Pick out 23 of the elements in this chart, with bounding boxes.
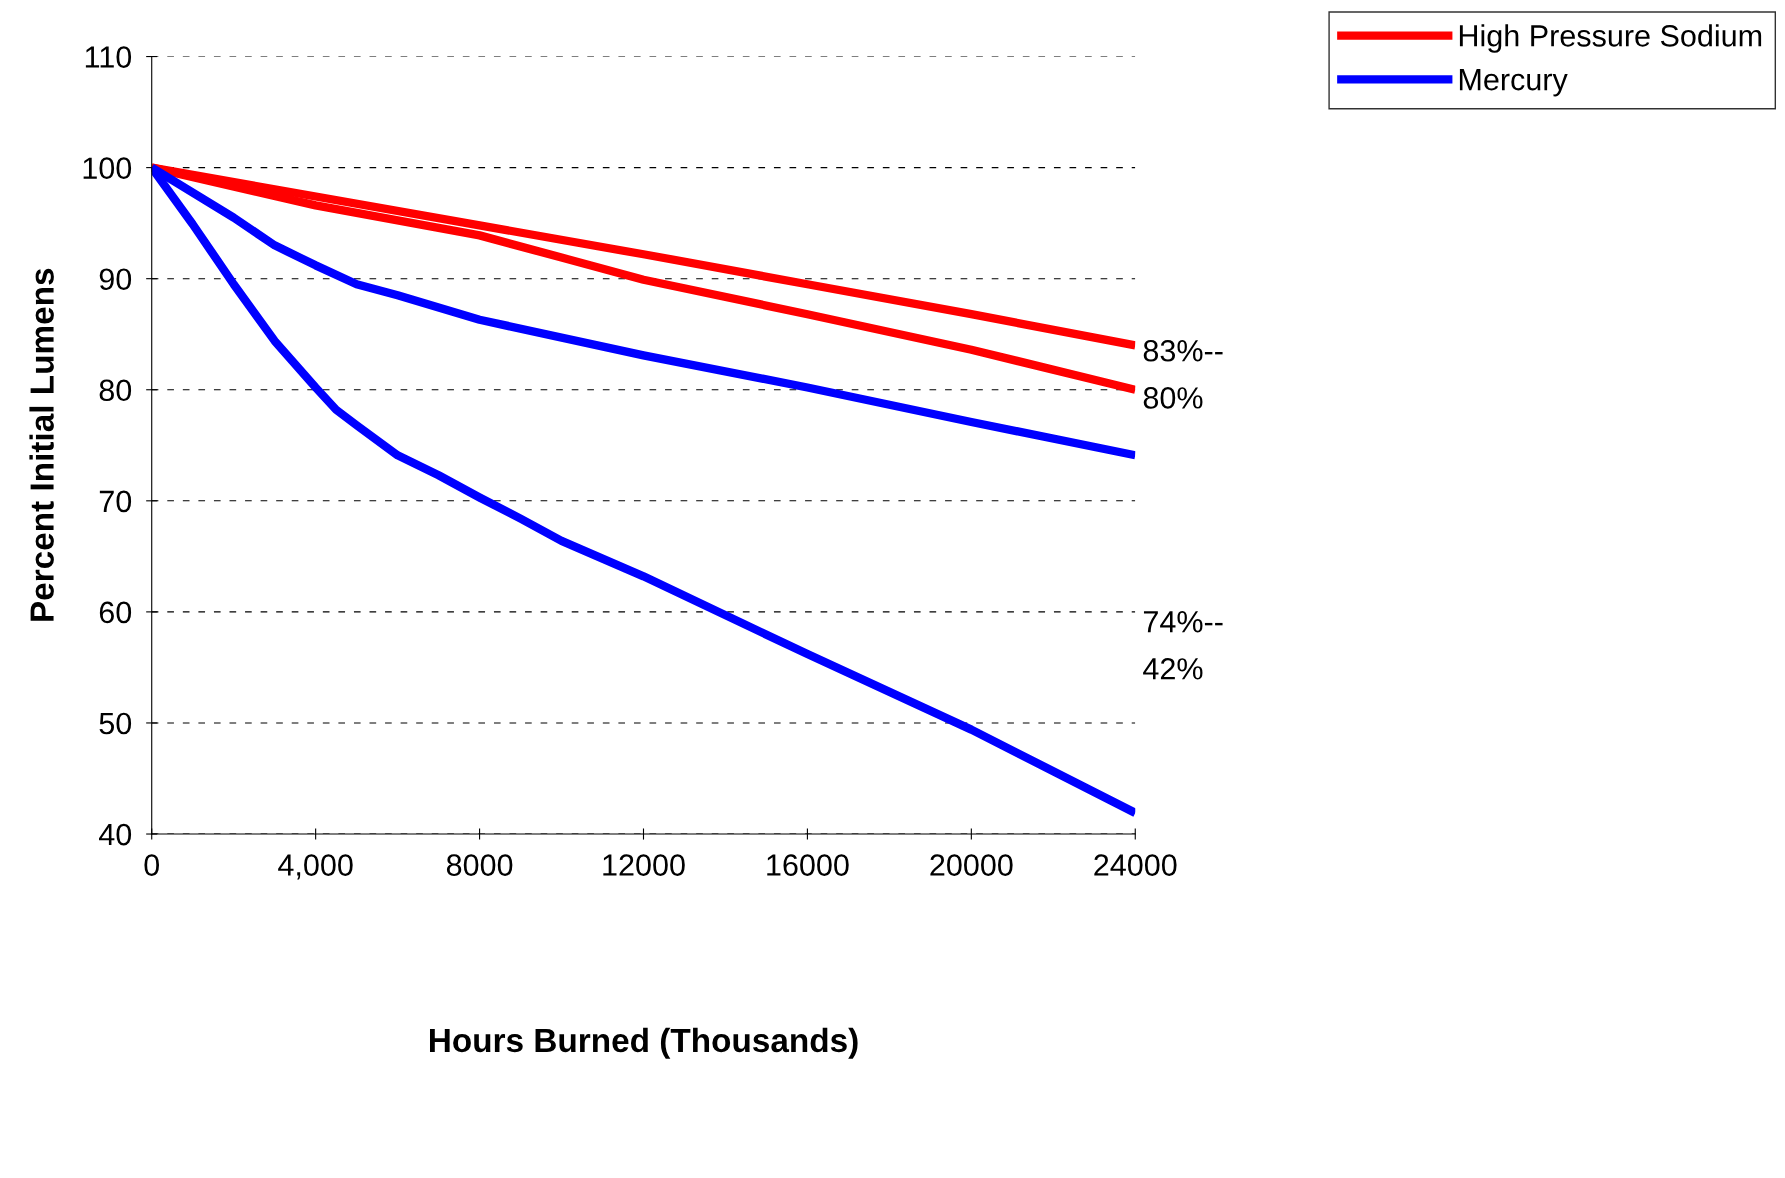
x-tick-label: 12000: [603, 854, 685, 876]
y-tick-label: 90: [99, 268, 132, 291]
y-axis-title: Percent Initial Lumens: [29, 268, 54, 621]
y-tick-label: 40: [99, 823, 132, 846]
x-axis-title: Hours Burned (Thousands): [430, 1027, 858, 1059]
x-tick-label: 8000: [446, 854, 513, 876]
y-tick-label: 60: [99, 601, 132, 624]
text: 83%--: [1143, 339, 1223, 362]
legend-label: Mercury: [1459, 69, 1568, 97]
x-tick-label: 4,000: [278, 854, 353, 880]
y-tick-label: 110: [85, 46, 132, 68]
x-tick-label: 24000: [1094, 854, 1177, 876]
y-tick-label: 100: [83, 157, 132, 179]
y-tick-label: 50: [99, 712, 132, 735]
text: 42%: [1143, 658, 1203, 680]
text: 80%: [1143, 387, 1203, 409]
y-tick-label: 80: [99, 379, 132, 402]
y-tick-label: 70: [99, 490, 132, 513]
legend-label: High Pressure Sodium: [1459, 24, 1762, 53]
x-tick-label: 0: [144, 854, 160, 876]
text: 74%--: [1143, 611, 1223, 633]
x-tick-label: 20000: [930, 854, 1013, 876]
x-tick-label: 16000: [767, 854, 849, 876]
